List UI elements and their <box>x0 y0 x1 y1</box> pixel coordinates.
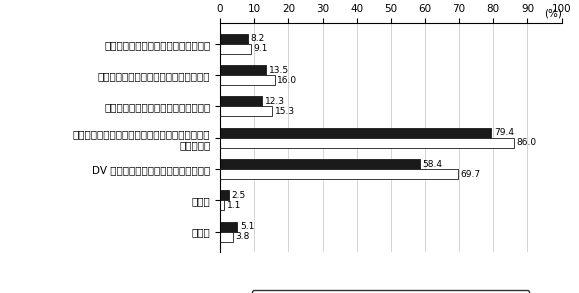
Text: (%): (%) <box>544 9 562 19</box>
Text: 9.1: 9.1 <box>254 44 268 53</box>
Bar <box>220 169 458 179</box>
Bar <box>220 128 491 138</box>
Text: 16.0: 16.0 <box>277 76 298 85</box>
Bar <box>220 65 266 75</box>
Text: 13.5: 13.5 <box>269 66 289 75</box>
Bar <box>220 96 262 106</box>
Text: 1.1: 1.1 <box>226 201 241 210</box>
Bar <box>220 106 272 116</box>
Text: 8.2: 8.2 <box>251 34 265 43</box>
Bar <box>220 34 248 44</box>
Text: 79.4: 79.4 <box>494 128 514 137</box>
Text: 5.1: 5.1 <box>240 222 255 231</box>
Legend: 今回調査（n=1,211）, H23 前回浜松市調査（n=1,072）: 今回調査（n=1,211）, H23 前回浜松市調査（n=1,072） <box>252 290 529 293</box>
Bar <box>220 44 251 54</box>
Text: 12.3: 12.3 <box>265 97 285 106</box>
Text: 3.8: 3.8 <box>236 232 250 241</box>
Text: 69.7: 69.7 <box>461 170 481 178</box>
Text: 15.3: 15.3 <box>275 107 295 116</box>
Bar <box>220 232 233 242</box>
Text: 86.0: 86.0 <box>516 138 537 147</box>
Bar <box>220 200 223 210</box>
Bar <box>220 75 274 85</box>
Bar <box>220 190 229 200</box>
Text: 58.4: 58.4 <box>422 159 442 168</box>
Bar <box>220 138 514 148</box>
Text: 2.5: 2.5 <box>231 191 245 200</box>
Bar <box>220 222 237 232</box>
Bar <box>220 159 420 169</box>
